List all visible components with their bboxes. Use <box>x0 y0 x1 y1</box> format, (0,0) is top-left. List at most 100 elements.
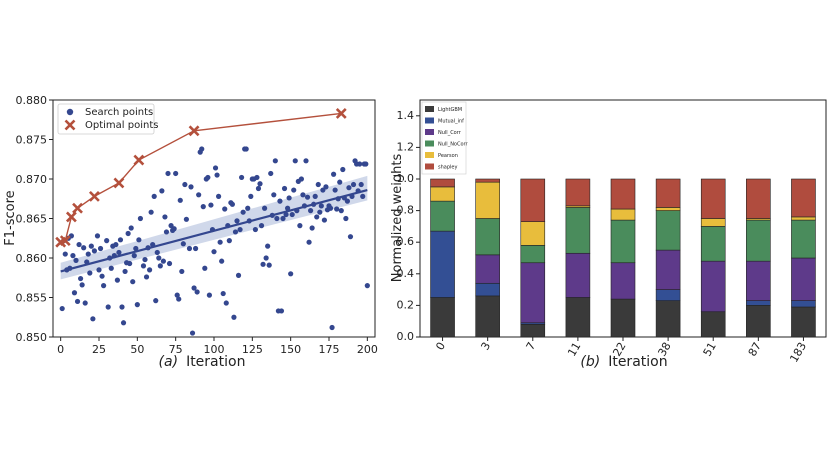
bar-segment-null-nocorr <box>475 218 500 256</box>
search-point <box>122 268 128 275</box>
search-point <box>329 324 335 331</box>
search-point <box>76 241 82 248</box>
search-point <box>260 261 266 267</box>
search-point <box>214 172 220 178</box>
y-tick-label: 0.875 <box>16 134 48 147</box>
search-point <box>134 302 140 308</box>
search-point <box>163 229 170 235</box>
optimal-point <box>113 177 125 189</box>
x-tick-label: 100 <box>204 343 225 356</box>
chart-a-caption: (a) Iteration <box>159 354 246 370</box>
search-point <box>248 193 254 199</box>
search-point <box>67 265 73 271</box>
search-point <box>216 193 222 199</box>
search-point <box>90 316 96 322</box>
optimal-point <box>88 190 100 202</box>
search-point <box>300 192 306 198</box>
y-tick-label: 0.8 <box>397 204 415 217</box>
search-point <box>355 188 361 194</box>
search-point <box>108 265 114 271</box>
search-point <box>246 218 252 224</box>
search-point <box>272 158 278 164</box>
search-point <box>162 214 168 220</box>
search-point <box>283 211 289 218</box>
search-point <box>194 289 200 295</box>
search-point <box>285 205 291 211</box>
search-point <box>262 205 268 211</box>
bar-segment-lightgbm <box>610 298 636 338</box>
search-point <box>153 298 159 304</box>
legend-swatch <box>425 106 434 112</box>
y-tick-label: 1.2 <box>397 140 415 153</box>
x-tick-label: 7 <box>524 340 539 353</box>
chart-a-ylabel: F1-score <box>3 190 18 245</box>
legend-swatch <box>425 163 434 170</box>
search-point <box>363 161 369 167</box>
search-point <box>278 308 285 314</box>
x-tick-label: 50 <box>130 343 144 356</box>
search-point <box>357 161 363 167</box>
search-point <box>347 234 354 240</box>
bar-segment-lightgbm <box>475 295 500 338</box>
search-point <box>147 267 153 273</box>
chart-a-legend: Search points Optimal points <box>57 103 158 135</box>
legend-optimal-points-label: Optimal points <box>85 120 158 131</box>
search-point <box>59 305 65 312</box>
search-point <box>180 241 186 247</box>
search-point <box>226 238 232 244</box>
search-point <box>225 223 231 229</box>
bar-segment-null-nocorr <box>430 200 455 232</box>
legend-swatch <box>425 152 434 158</box>
bar-segment-lightgbm <box>746 305 771 338</box>
search-point <box>156 255 162 261</box>
y-tick-label: 1.4 <box>397 109 415 122</box>
search-point <box>136 237 142 243</box>
bar-segment-null-nocorr <box>610 219 636 264</box>
optimal-point <box>72 202 83 214</box>
bar-segment-pearson <box>655 207 681 211</box>
search-point <box>105 304 111 310</box>
search-point <box>179 268 185 275</box>
y-tick-label: 0.6 <box>397 235 415 248</box>
y-tick-label: 0.860 <box>16 252 48 265</box>
bar-segment-pearson <box>475 181 500 219</box>
bar-segment-shapley <box>791 178 816 218</box>
legend-swatch <box>425 140 434 147</box>
search-point <box>312 193 318 199</box>
search-point <box>269 212 275 218</box>
search-point <box>346 185 352 191</box>
search-point <box>176 296 182 302</box>
bar-segment-shapley <box>655 178 681 208</box>
search-point <box>237 226 243 233</box>
search-point <box>229 201 235 207</box>
bar-segment-shapley <box>700 178 726 219</box>
search-point <box>252 226 258 233</box>
search-point <box>291 187 297 193</box>
search-point <box>165 170 171 177</box>
search-point <box>294 208 300 214</box>
search-point <box>308 208 314 214</box>
bar-segment-null-corr <box>791 257 816 301</box>
search-point <box>255 185 262 192</box>
search-point <box>349 193 355 199</box>
search-point <box>131 253 137 259</box>
bar-segment-lightgbm <box>520 324 546 338</box>
search-point <box>173 170 179 177</box>
search-point <box>113 241 119 248</box>
search-point <box>321 217 327 223</box>
search-point <box>219 258 225 264</box>
search-point <box>94 233 101 239</box>
search-point <box>223 300 229 306</box>
search-point <box>205 174 211 181</box>
chart-b-legend: LightGBM Mutual_inf Null_Corr Null_NoCorr Pe… <box>421 101 469 175</box>
search-point <box>189 330 196 336</box>
search-point <box>208 202 214 208</box>
y-tick-label: 1.0 <box>397 172 415 185</box>
bar-segment-shapley <box>520 178 546 222</box>
search-point <box>209 226 216 233</box>
bar-segment-shapley <box>565 178 591 207</box>
bar-segment-pearson <box>430 186 455 202</box>
search-point <box>265 243 271 249</box>
search-point <box>140 263 147 269</box>
search-point <box>177 197 183 203</box>
